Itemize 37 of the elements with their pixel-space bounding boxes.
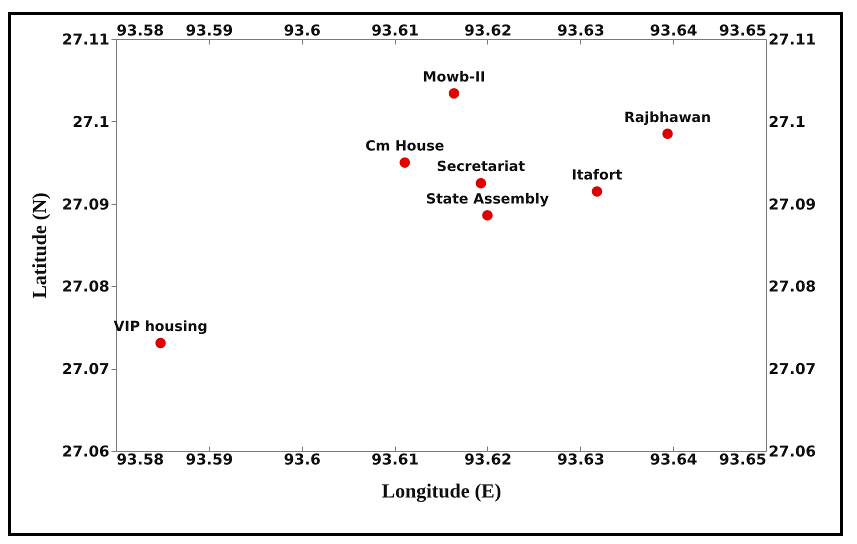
- annotation: VIP housing: [114, 319, 208, 336]
- y-axis-title: Latitude (N): [29, 192, 52, 299]
- y-tick-label: 27.1: [72, 112, 110, 131]
- x2-tick-label: 93.64: [650, 22, 698, 40]
- annotation: Itafort: [572, 167, 623, 184]
- x-tick-label: 93.62: [464, 450, 512, 468]
- annotation: Cm House: [365, 138, 444, 155]
- annotation: Rajbhawan: [624, 110, 711, 126]
- x-tick-label: 93.63: [557, 450, 605, 468]
- y2-tick-label: 27.07: [768, 360, 816, 378]
- x2-tick-label: 93.61: [371, 22, 419, 40]
- x2-tick-label: 93.65: [719, 22, 766, 40]
- annotation: State Assembly: [426, 191, 549, 208]
- x-tick-label: 93.65: [719, 450, 766, 468]
- y2-tick-label: 27.1: [768, 112, 806, 131]
- annotation: Mowb-II: [422, 69, 486, 86]
- y2-tick-label: 27.06: [768, 442, 816, 460]
- x2-tick-label: 93.62: [464, 22, 512, 40]
- y-tick-label: 27.11: [62, 30, 110, 48]
- x-tick-label: 93.58: [116, 450, 164, 468]
- y-tick-label: 27.08: [62, 278, 110, 296]
- annotation: Secretariat: [436, 159, 526, 176]
- x-tick-label: 93.61: [371, 450, 419, 468]
- x-tick-label: 93.64: [650, 450, 698, 468]
- x-axis-title: Longitude (E): [382, 480, 502, 502]
- y-tick-label: 27.06: [62, 442, 110, 460]
- y2-tick-label: 27.11: [768, 30, 816, 48]
- y-tick-label: 27.09: [62, 195, 110, 214]
- x2-tick-label: 93.59: [186, 22, 234, 40]
- x2-tick-label: 93.58: [116, 22, 164, 40]
- y2-tick-label: 27.09: [768, 195, 816, 214]
- y-tick-label: 27.07: [62, 360, 110, 378]
- x2-tick-label: 93.63: [557, 22, 605, 40]
- x2-tick-label: 93.6: [284, 22, 321, 40]
- x-tick-label: 93.59: [186, 450, 234, 468]
- x-tick-label: 93.6: [284, 450, 321, 468]
- y2-tick-label: 27.08: [768, 278, 816, 296]
